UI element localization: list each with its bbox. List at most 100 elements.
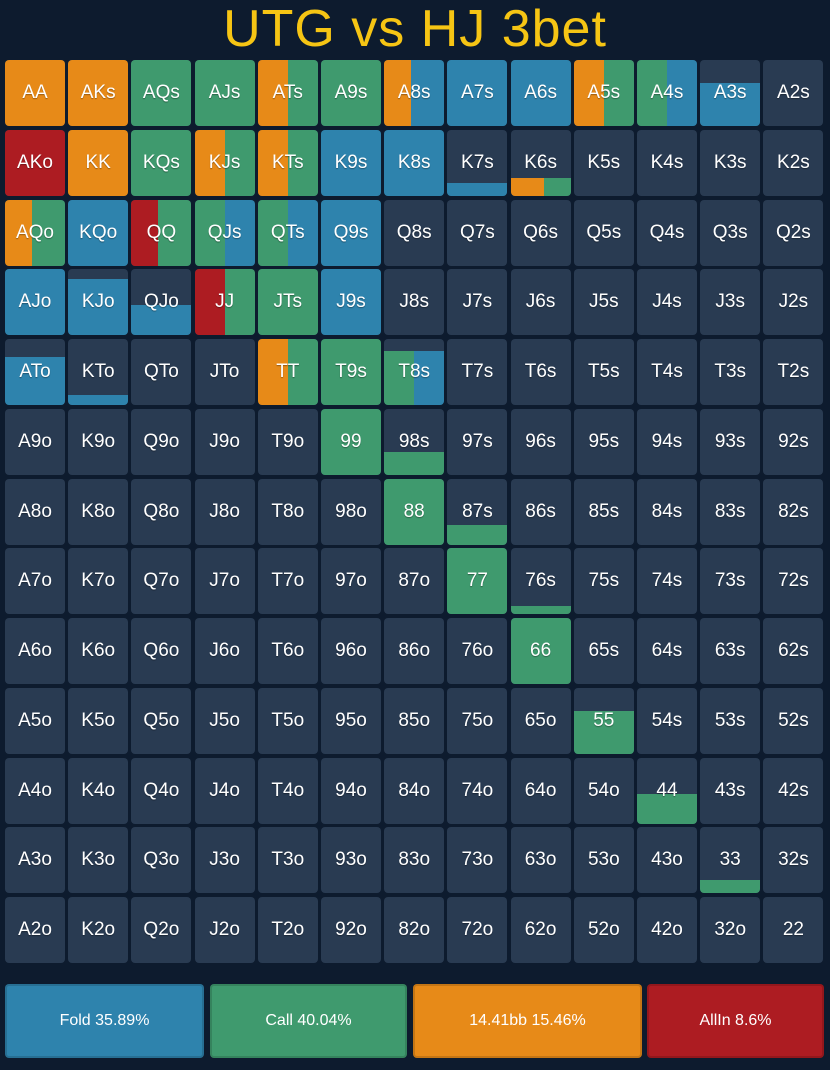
hand-cell-55[interactable]: 55: [573, 687, 634, 754]
hand-cell-kqs[interactable]: KQs: [131, 129, 192, 196]
hand-cell-52o[interactable]: 52o: [573, 897, 634, 963]
hand-cell-83s[interactable]: 83s: [700, 478, 761, 545]
hand-cell-aqs[interactable]: AQs: [131, 60, 192, 126]
hand-cell-a8s[interactable]: A8s: [384, 60, 445, 126]
hand-cell-j3o[interactable]: J3o: [194, 827, 255, 894]
legend-raise[interactable]: 14.41bb 15.46%: [413, 984, 642, 1058]
hand-cell-43s[interactable]: 43s: [700, 757, 761, 824]
hand-cell-j9o[interactable]: J9o: [194, 408, 255, 475]
hand-cell-j4s[interactable]: J4s: [637, 269, 697, 336]
legend-allin[interactable]: AllIn 8.6%: [647, 984, 824, 1058]
hand-cell-k7s[interactable]: K7s: [447, 129, 508, 196]
hand-cell-a4o[interactable]: A4o: [5, 757, 65, 824]
hand-cell-32o[interactable]: 32o: [700, 897, 761, 963]
hand-cell-96s[interactable]: 96s: [510, 408, 571, 475]
hand-cell-22[interactable]: 22: [763, 897, 824, 963]
hand-cell-a5o[interactable]: A5o: [5, 687, 65, 754]
hand-cell-94o[interactable]: 94o: [321, 757, 381, 824]
hand-cell-a2o[interactable]: A2o: [5, 897, 65, 963]
hand-cell-t5o[interactable]: T5o: [257, 687, 318, 754]
hand-cell-k8o[interactable]: K8o: [68, 478, 129, 545]
hand-cell-t6s[interactable]: T6s: [510, 339, 571, 405]
hand-cell-98s[interactable]: 98s: [384, 408, 445, 475]
hand-cell-85o[interactable]: 85o: [384, 687, 445, 754]
hand-cell-63o[interactable]: 63o: [510, 827, 571, 894]
hand-cell-t4s[interactable]: T4s: [637, 339, 697, 405]
hand-cell-q7s[interactable]: Q7s: [447, 199, 508, 266]
hand-cell-q5o[interactable]: Q5o: [131, 687, 192, 754]
hand-cell-64s[interactable]: 64s: [637, 618, 697, 684]
hand-cell-97o[interactable]: 97o: [321, 548, 381, 615]
hand-cell-43o[interactable]: 43o: [637, 827, 697, 894]
hand-cell-k2s[interactable]: K2s: [763, 129, 824, 196]
hand-cell-q9o[interactable]: Q9o: [131, 408, 192, 475]
hand-cell-a9s[interactable]: A9s: [321, 60, 381, 126]
hand-cell-82o[interactable]: 82o: [384, 897, 445, 963]
hand-cell-k9s[interactable]: K9s: [321, 129, 381, 196]
hand-cell-95o[interactable]: 95o: [321, 687, 381, 754]
hand-cell-k4s[interactable]: K4s: [637, 129, 697, 196]
hand-cell-42s[interactable]: 42s: [763, 757, 824, 824]
hand-cell-72s[interactable]: 72s: [763, 548, 824, 615]
hand-cell-64o[interactable]: 64o: [510, 757, 571, 824]
hand-cell-q4o[interactable]: Q4o: [131, 757, 192, 824]
hand-cell-33[interactable]: 33: [700, 827, 761, 894]
hand-cell-tt[interactable]: TT: [257, 339, 318, 405]
hand-cell-76o[interactable]: 76o: [447, 618, 508, 684]
hand-cell-86s[interactable]: 86s: [510, 478, 571, 545]
hand-cell-74s[interactable]: 74s: [637, 548, 697, 615]
hand-cell-73s[interactable]: 73s: [700, 548, 761, 615]
hand-cell-a5s[interactable]: A5s: [573, 60, 634, 126]
hand-cell-k6s[interactable]: K6s: [510, 129, 571, 196]
hand-cell-97s[interactable]: 97s: [447, 408, 508, 475]
hand-cell-t7o[interactable]: T7o: [257, 548, 318, 615]
hand-cell-j2o[interactable]: J2o: [194, 897, 255, 963]
hand-cell-96o[interactable]: 96o: [321, 618, 381, 684]
hand-cell-94s[interactable]: 94s: [637, 408, 697, 475]
hand-cell-k4o[interactable]: K4o: [68, 757, 129, 824]
hand-cell-k3s[interactable]: K3s: [700, 129, 761, 196]
hand-cell-t9s[interactable]: T9s: [321, 339, 381, 405]
hand-cell-j8o[interactable]: J8o: [194, 478, 255, 545]
hand-cell-q6o[interactable]: Q6o: [131, 618, 192, 684]
hand-cell-a6s[interactable]: A6s: [510, 60, 571, 126]
hand-cell-73o[interactable]: 73o: [447, 827, 508, 894]
hand-cell-82s[interactable]: 82s: [763, 478, 824, 545]
hand-cell-53o[interactable]: 53o: [573, 827, 634, 894]
hand-cell-t2o[interactable]: T2o: [257, 897, 318, 963]
hand-cell-95s[interactable]: 95s: [573, 408, 634, 475]
hand-cell-aa[interactable]: AA: [5, 60, 65, 126]
hand-cell-84s[interactable]: 84s: [637, 478, 697, 545]
hand-cell-a3s[interactable]: A3s: [700, 60, 761, 126]
hand-cell-t8o[interactable]: T8o: [257, 478, 318, 545]
hand-cell-q7o[interactable]: Q7o: [131, 548, 192, 615]
hand-cell-k9o[interactable]: K9o: [68, 408, 129, 475]
hand-cell-98o[interactable]: 98o: [321, 478, 381, 545]
hand-cell-ats[interactable]: ATs: [257, 60, 318, 126]
hand-cell-ajs[interactable]: AJs: [194, 60, 255, 126]
hand-cell-84o[interactable]: 84o: [384, 757, 445, 824]
legend-fold[interactable]: Fold 35.89%: [5, 984, 204, 1058]
hand-cell-ako[interactable]: AKo: [5, 129, 65, 196]
hand-cell-q3o[interactable]: Q3o: [131, 827, 192, 894]
hand-cell-t6o[interactable]: T6o: [257, 618, 318, 684]
hand-cell-kqo[interactable]: KQo: [68, 199, 129, 266]
hand-cell-65s[interactable]: 65s: [573, 618, 634, 684]
hand-cell-j5s[interactable]: J5s: [573, 269, 634, 336]
hand-cell-k7o[interactable]: K7o: [68, 548, 129, 615]
hand-cell-86o[interactable]: 86o: [384, 618, 445, 684]
hand-cell-a4s[interactable]: A4s: [637, 60, 697, 126]
hand-cell-52s[interactable]: 52s: [763, 687, 824, 754]
hand-cell-t8s[interactable]: T8s: [384, 339, 445, 405]
hand-cell-j5o[interactable]: J5o: [194, 687, 255, 754]
hand-cell-t3o[interactable]: T3o: [257, 827, 318, 894]
hand-cell-qjs[interactable]: QJs: [194, 199, 255, 266]
hand-cell-t3s[interactable]: T3s: [700, 339, 761, 405]
hand-cell-jto[interactable]: JTo: [194, 339, 255, 405]
hand-cell-44[interactable]: 44: [637, 757, 697, 824]
hand-cell-a2s[interactable]: A2s: [763, 60, 824, 126]
hand-cell-qjo[interactable]: QJo: [131, 269, 192, 336]
hand-cell-t5s[interactable]: T5s: [573, 339, 634, 405]
hand-cell-k5s[interactable]: K5s: [573, 129, 634, 196]
hand-cell-ato[interactable]: ATo: [5, 339, 65, 405]
